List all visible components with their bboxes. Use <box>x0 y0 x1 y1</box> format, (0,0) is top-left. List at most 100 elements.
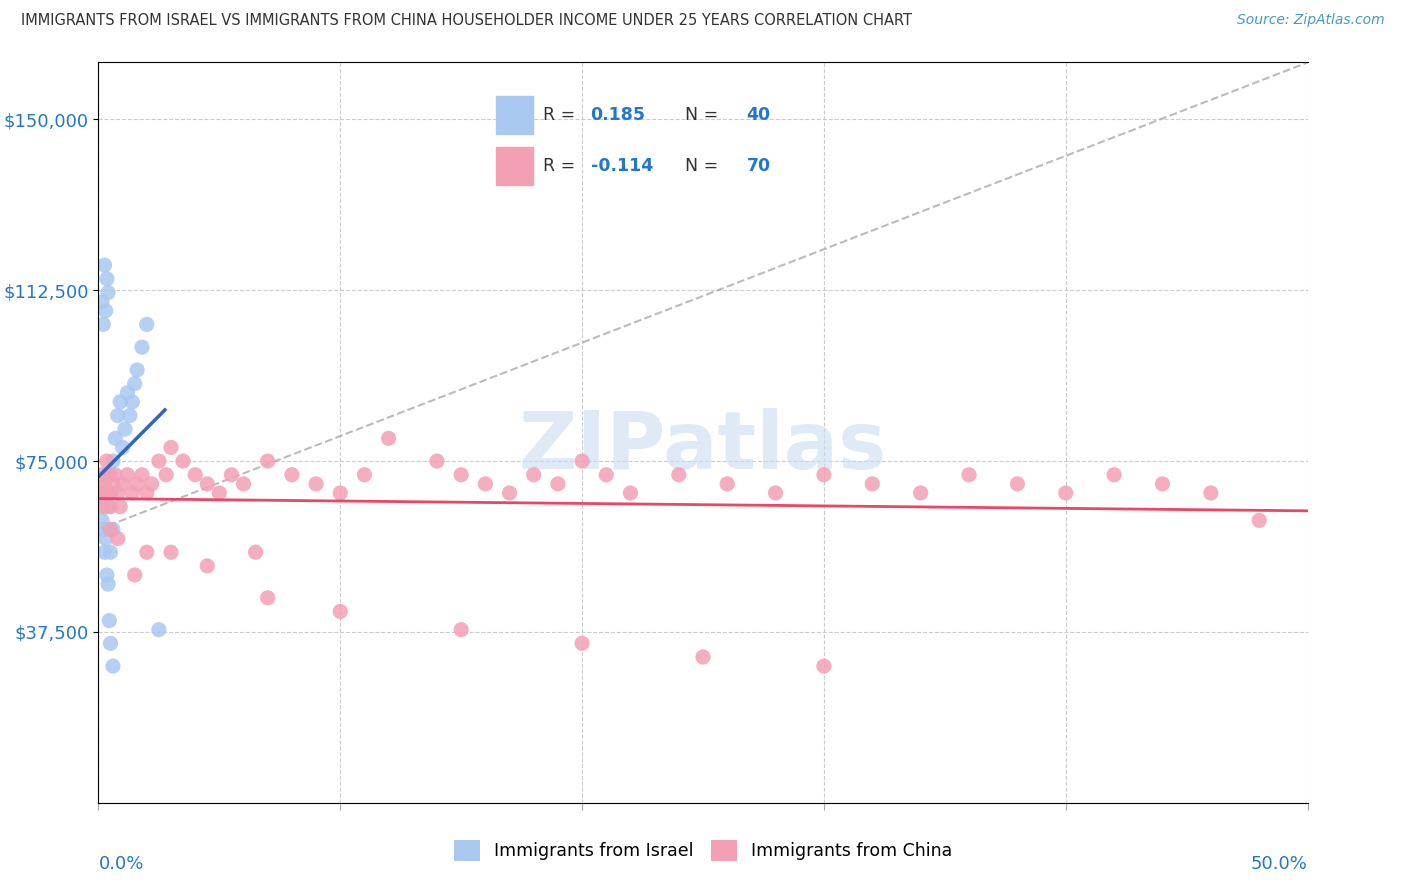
Point <box>98 486 121 500</box>
Point <box>127 476 149 491</box>
Point <box>426 454 449 468</box>
Point <box>1007 476 1029 491</box>
Point <box>100 500 122 514</box>
Point <box>124 568 146 582</box>
Point <box>450 623 472 637</box>
Point <box>450 467 472 482</box>
Point <box>1152 476 1174 491</box>
Point <box>135 486 157 500</box>
Point <box>474 476 496 491</box>
Point <box>96 568 118 582</box>
Point <box>97 577 120 591</box>
Point <box>692 650 714 665</box>
Point <box>107 409 129 423</box>
Point <box>716 476 738 491</box>
Point <box>100 636 122 650</box>
Point <box>155 467 177 482</box>
Point <box>619 486 641 500</box>
Point <box>93 545 115 559</box>
Text: 50.0%: 50.0% <box>1251 855 1308 872</box>
Point <box>135 318 157 332</box>
Point <box>91 318 114 332</box>
Point <box>94 486 117 500</box>
Point <box>98 523 121 537</box>
Point <box>208 486 231 500</box>
Point <box>91 467 114 482</box>
Point <box>172 454 194 468</box>
Point <box>377 431 399 445</box>
Point <box>94 532 117 546</box>
Point <box>860 476 883 491</box>
Point <box>232 476 254 491</box>
Point <box>91 513 114 527</box>
Point <box>135 545 157 559</box>
Point <box>305 476 328 491</box>
Point <box>1054 486 1077 500</box>
Point <box>101 659 124 673</box>
Legend: Immigrants from Israel, Immigrants from China: Immigrants from Israel, Immigrants from … <box>447 833 959 868</box>
Point <box>498 486 520 500</box>
Text: ZIPatlas: ZIPatlas <box>519 409 887 486</box>
Point <box>93 476 115 491</box>
Point <box>100 467 122 482</box>
Point <box>108 395 131 409</box>
Point <box>101 454 124 468</box>
Point <box>1249 513 1271 527</box>
Point <box>101 476 124 491</box>
Point <box>245 545 267 559</box>
Point <box>96 454 118 468</box>
Point <box>124 376 146 391</box>
Point <box>765 486 787 500</box>
Point <box>131 467 153 482</box>
Point <box>100 545 122 559</box>
Point <box>195 476 218 491</box>
Point <box>100 523 122 537</box>
Point <box>256 591 278 605</box>
Point <box>91 523 114 537</box>
Point <box>111 441 134 455</box>
Point <box>91 486 114 500</box>
Point <box>329 604 352 618</box>
Point <box>121 395 143 409</box>
Point <box>1199 486 1222 500</box>
Point <box>100 486 122 500</box>
Point <box>114 422 136 436</box>
Point <box>117 467 139 482</box>
Point <box>353 467 375 482</box>
Point <box>91 500 114 514</box>
Text: IMMIGRANTS FROM ISRAEL VS IMMIGRANTS FROM CHINA HOUSEHOLDER INCOME UNDER 25 YEAR: IMMIGRANTS FROM ISRAEL VS IMMIGRANTS FRO… <box>21 13 912 29</box>
Point <box>118 409 141 423</box>
Point <box>107 532 129 546</box>
Point <box>104 431 127 445</box>
Point <box>1102 467 1125 482</box>
Point <box>668 467 690 482</box>
Point <box>148 454 170 468</box>
Point <box>595 467 617 482</box>
Text: 0.0%: 0.0% <box>98 855 143 872</box>
Point <box>910 486 932 500</box>
Point <box>94 467 117 482</box>
Point <box>101 523 124 537</box>
Point <box>813 659 835 673</box>
Text: Source: ZipAtlas.com: Source: ZipAtlas.com <box>1237 13 1385 28</box>
Point <box>96 272 118 286</box>
Point <box>93 476 115 491</box>
Point <box>256 454 278 468</box>
Point <box>90 486 112 500</box>
Point <box>160 441 183 455</box>
Point <box>121 486 143 500</box>
Point <box>571 636 593 650</box>
Point <box>571 454 593 468</box>
Point <box>107 486 129 500</box>
Point <box>97 467 120 482</box>
Point <box>141 476 163 491</box>
Point <box>93 258 115 272</box>
Point <box>111 476 134 491</box>
Point <box>281 467 304 482</box>
Point <box>97 285 120 300</box>
Point <box>131 340 153 354</box>
Point <box>117 385 139 400</box>
Point <box>184 467 207 482</box>
Point <box>91 294 114 309</box>
Point <box>547 476 569 491</box>
